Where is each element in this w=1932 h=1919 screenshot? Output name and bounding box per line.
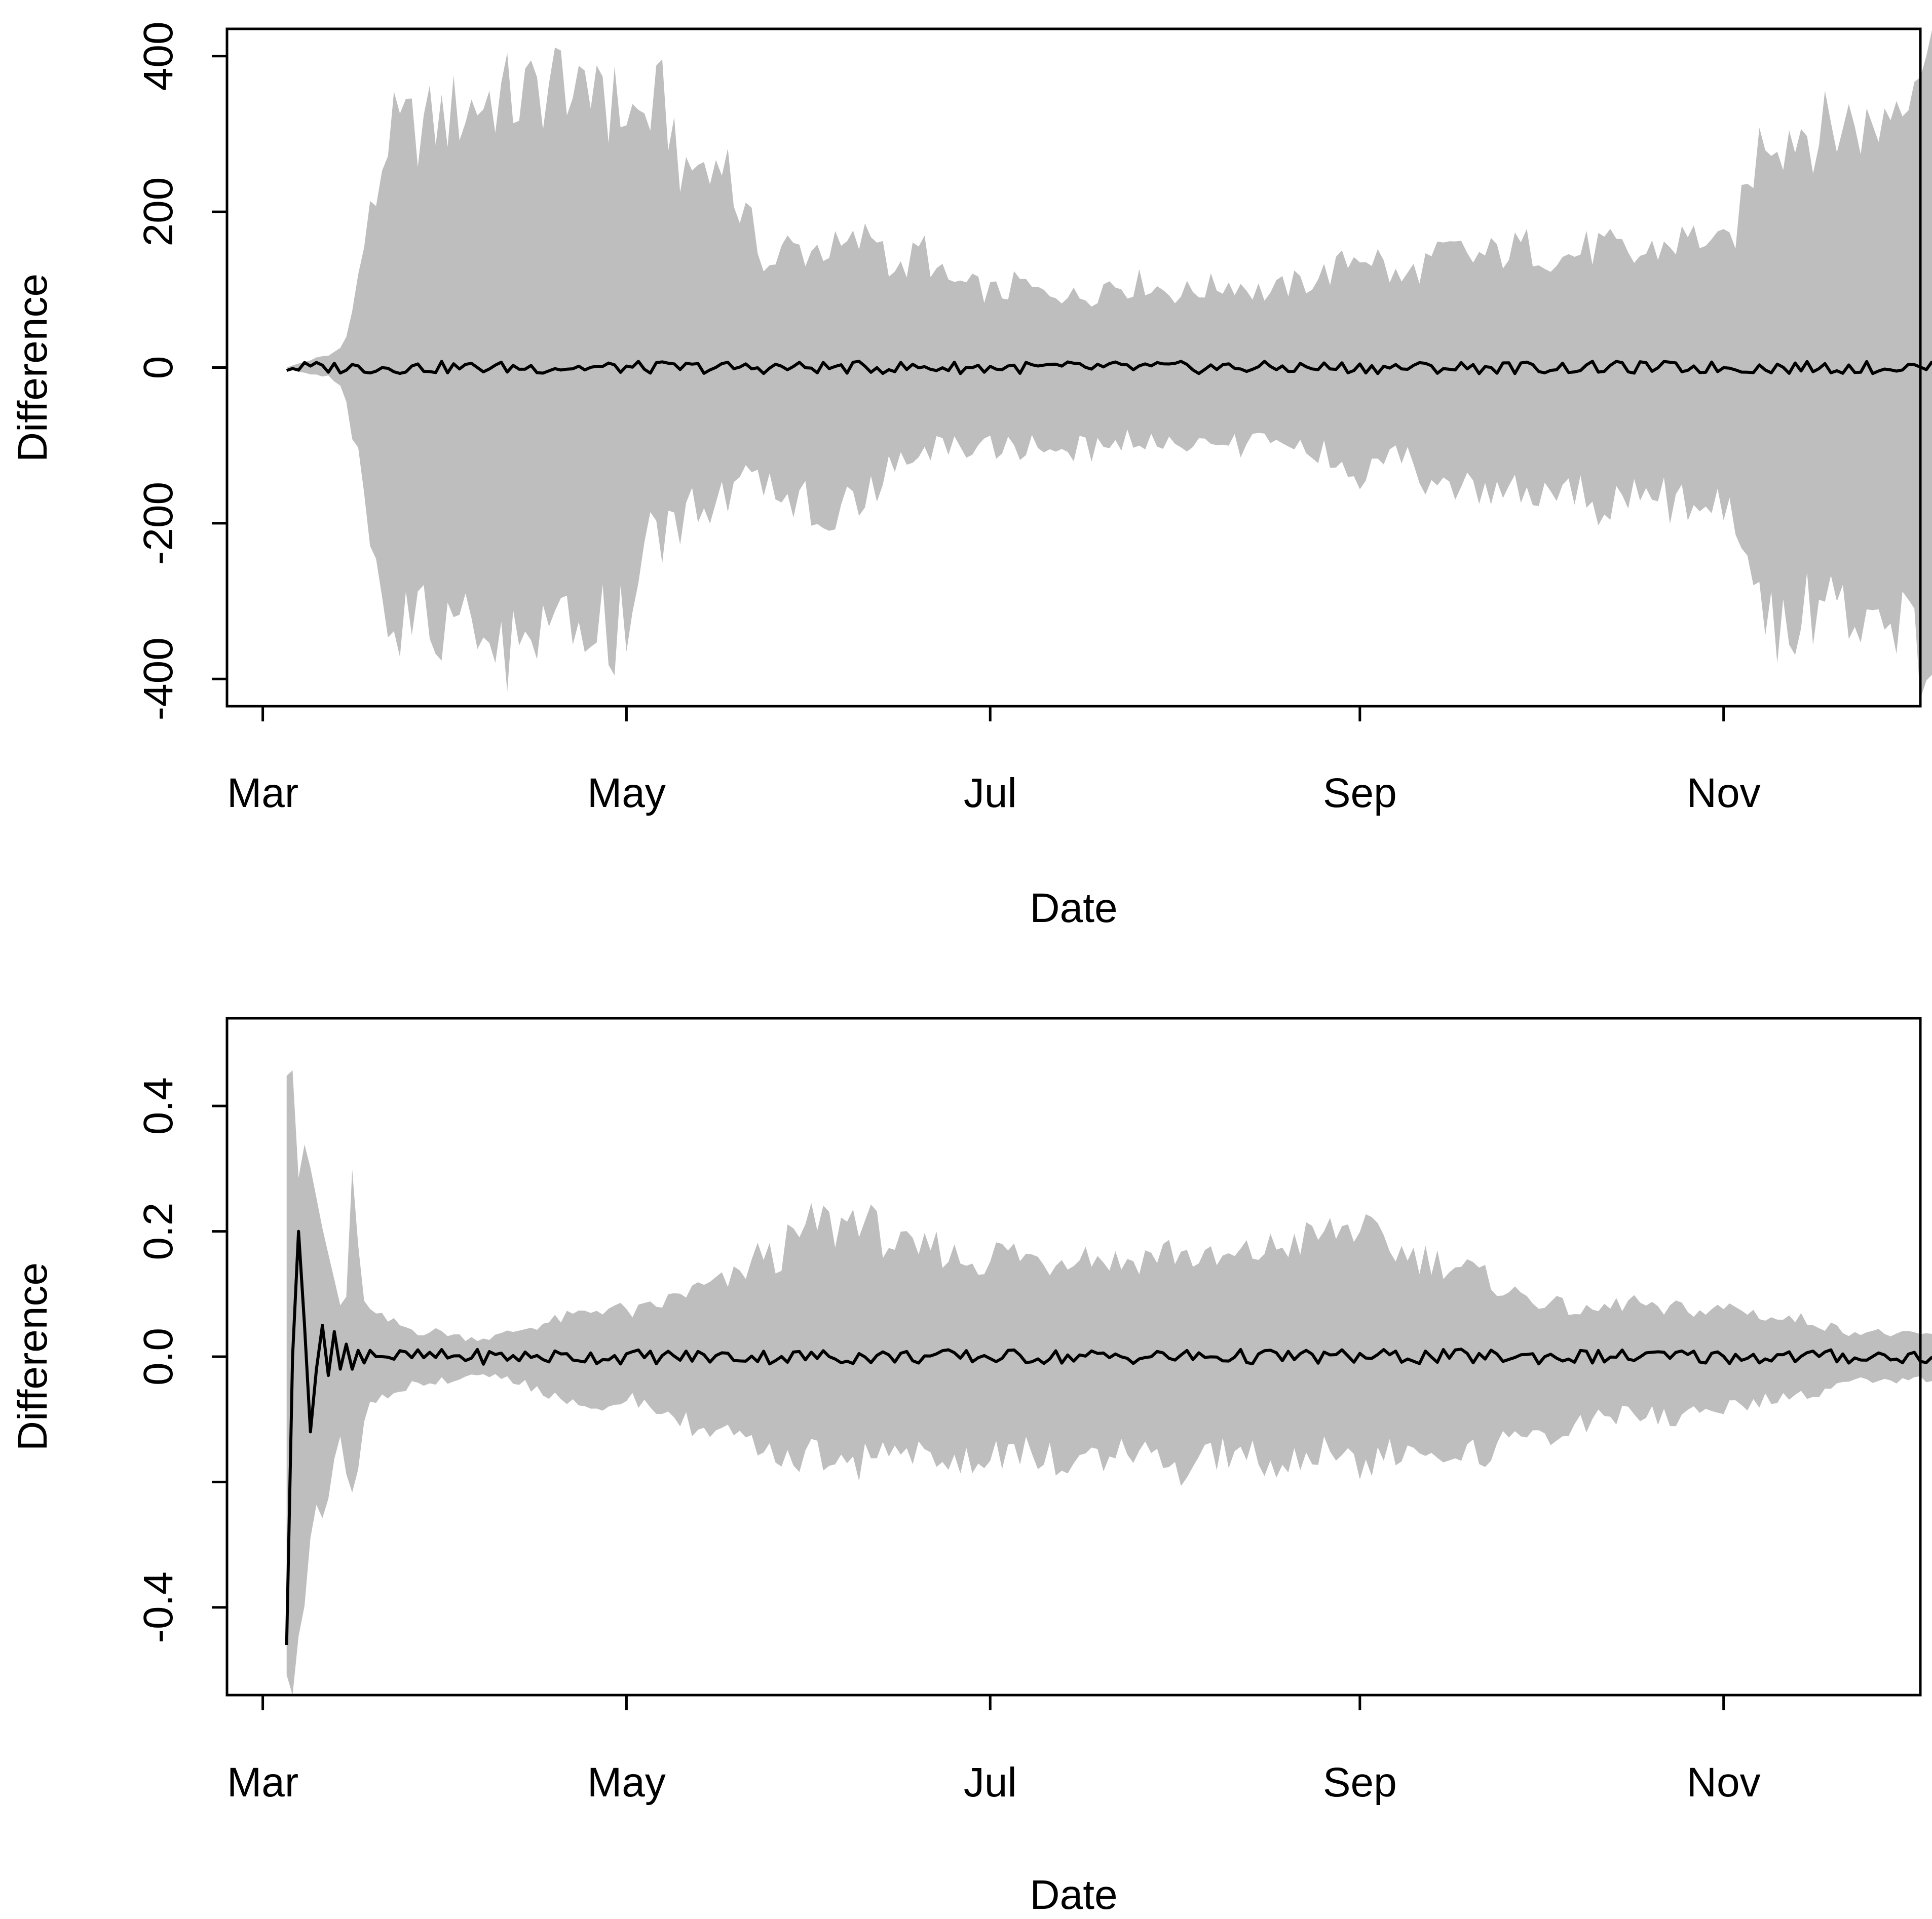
x-tick-label: Sep (1323, 1759, 1397, 1806)
x-tick-label: Mar (227, 770, 298, 816)
x-tick-label: Nov (1687, 1759, 1761, 1806)
bottom-x-axis-title: Date (1030, 1872, 1117, 1918)
y-tick-label: -200 (135, 482, 181, 565)
x-tick-label: May (587, 770, 666, 816)
top-y-axis-title: Difference (10, 274, 56, 462)
top-x-ticks: Mar May Jul Sep Nov (227, 706, 1761, 816)
y-tick-label: -400 (135, 637, 181, 720)
bottom-confidence-band (286, 1070, 1932, 1695)
x-tick-label: Jul (964, 770, 1017, 816)
y-tick-label: 0.4 (135, 1077, 181, 1135)
top-y-ticks: -400 -200 0 200 400 (135, 21, 227, 720)
bottom-panel: -0.4 0.0 0.2 0.4 Mar May Jul Sep Nov Date Diffe… (10, 1017, 1932, 1918)
bottom-x-ticks: Mar May Jul Sep Nov (227, 1695, 1761, 1806)
y-tick-label: 0 (135, 356, 181, 379)
x-tick-label: Sep (1323, 770, 1397, 816)
top-panel: -400 -200 0 200 400 Mar May Jul Sep Nov Date Dif… (10, 21, 1932, 931)
bottom-y-ticks: -0.4 0.0 0.2 0.4 (135, 1077, 227, 1643)
x-tick-label: Nov (1687, 770, 1761, 816)
top-difference-line (286, 360, 1932, 375)
x-tick-label: May (587, 1759, 666, 1806)
bottom-difference-line (285, 1230, 1932, 1645)
y-tick-label: 0.0 (135, 1328, 181, 1386)
y-tick-label: 400 (135, 21, 181, 91)
x-tick-label: Jul (964, 1759, 1017, 1806)
y-tick-label: 0.2 (135, 1203, 181, 1260)
bottom-y-axis-title: Difference (10, 1262, 56, 1451)
y-tick-label: -0.4 (135, 1571, 181, 1643)
x-tick-label: Mar (227, 1759, 298, 1806)
y-tick-label: 200 (135, 177, 181, 247)
top-x-axis-title: Date (1030, 885, 1117, 931)
